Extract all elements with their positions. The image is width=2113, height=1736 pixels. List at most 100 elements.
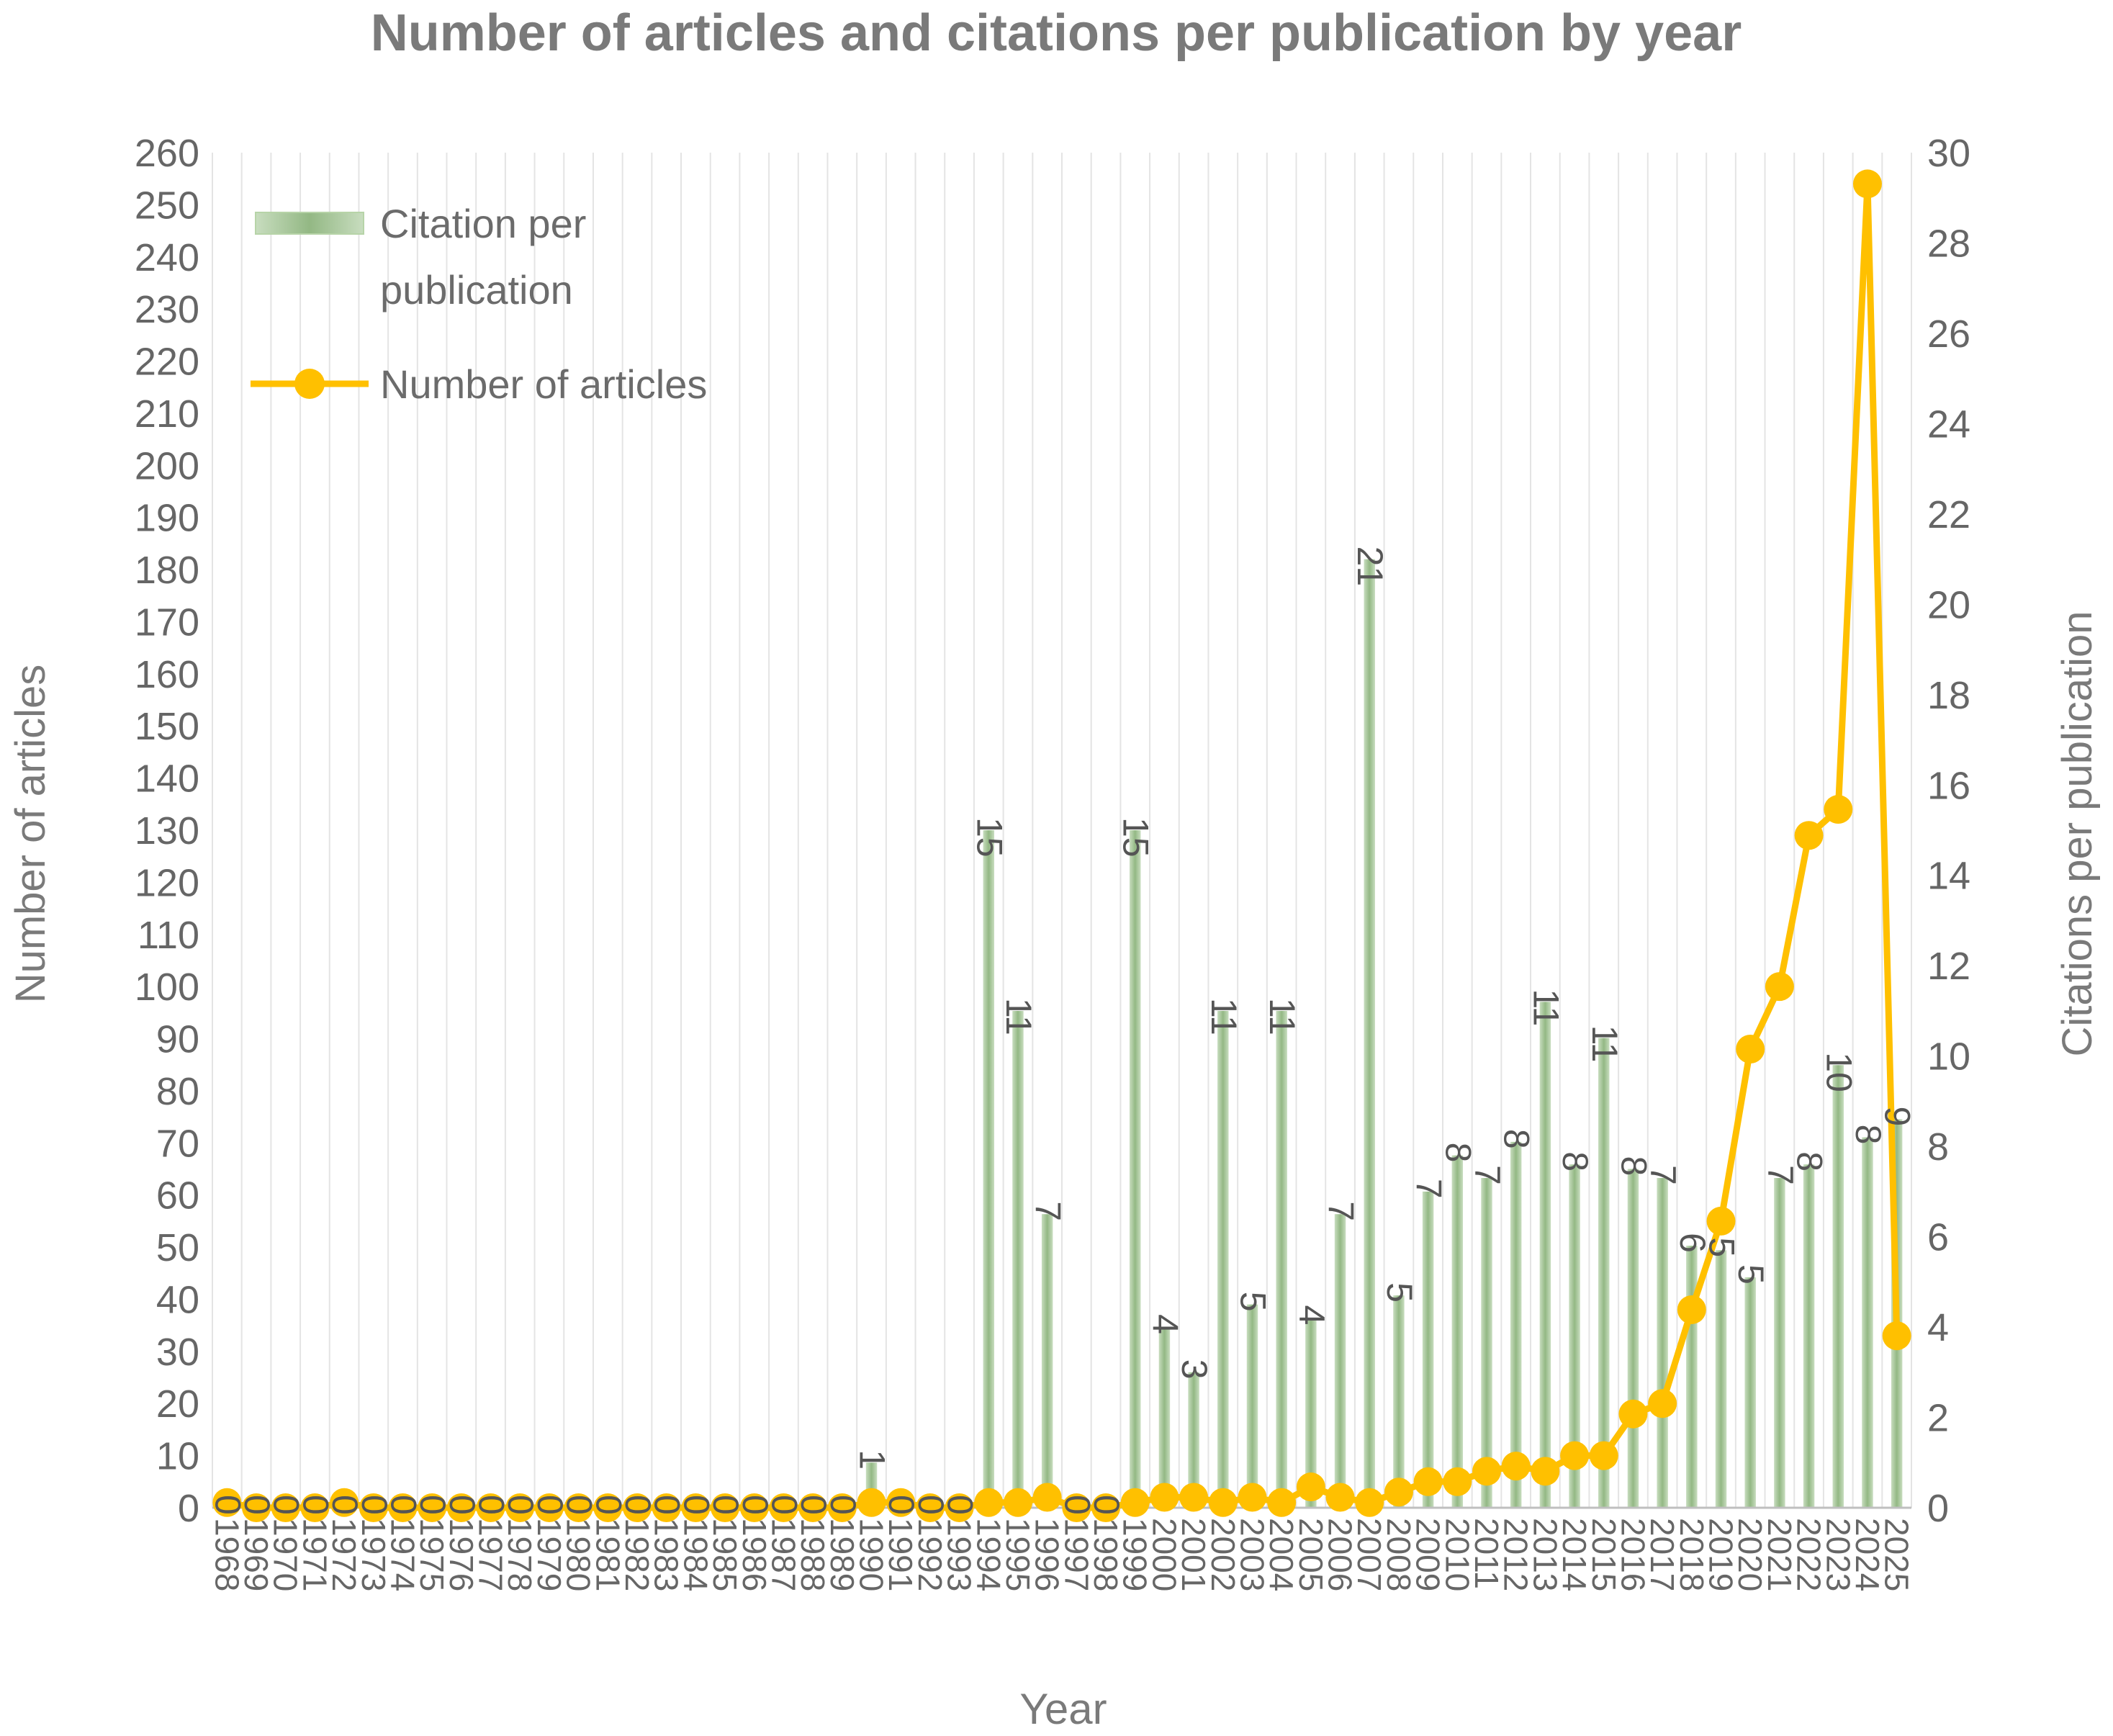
bar-data-label: 0 (237, 1495, 277, 1515)
bar-data-label: 7 (1760, 1165, 1801, 1185)
bar-data-label: 15 (969, 817, 1009, 858)
bar-data-label: 7 (1321, 1201, 1361, 1221)
x-tick-label: 2020 (1731, 1518, 1769, 1591)
bar-data-label: 11 (1204, 998, 1244, 1035)
line-point (915, 1493, 945, 1522)
x-tick-label: 1983 (648, 1518, 685, 1591)
x-tick-label: 2007 (1351, 1518, 1388, 1591)
line-point (1824, 795, 1853, 824)
x-tick-label: 2012 (1497, 1518, 1535, 1591)
x-tick-label: 2000 (1145, 1518, 1183, 1591)
bar (1188, 1372, 1199, 1508)
x-tick-label: 1980 (560, 1518, 598, 1591)
x-tick-label: 1993 (941, 1518, 978, 1591)
bar-data-label: 0 (295, 1495, 335, 1515)
line-point (1355, 1488, 1384, 1517)
x-tick-label: 1981 (589, 1518, 626, 1591)
x-tick-label: 2004 (1263, 1518, 1300, 1591)
x-tick-label: 2025 (1878, 1518, 1916, 1591)
line-point (1531, 1457, 1560, 1486)
bar-data-label: 0 (793, 1495, 834, 1515)
left-tick-label: 250 (135, 184, 199, 227)
bar (1686, 1246, 1698, 1508)
line-point (1794, 821, 1824, 850)
bar (1481, 1178, 1492, 1508)
left-axis-ticks: 0 10 20 30 40 50 60 70 80 90 100 110 120 130 140 150 160… (135, 132, 199, 1530)
line-point (739, 1493, 769, 1522)
x-tick-label: 2017 (1644, 1518, 1681, 1591)
line-point (1648, 1389, 1677, 1418)
x-tick-label: 2018 (1673, 1518, 1711, 1591)
line-point (534, 1493, 564, 1522)
line-point (1032, 1483, 1062, 1512)
bar-data-label: 0 (823, 1495, 863, 1515)
x-tick-label: 1988 (794, 1518, 832, 1591)
x-axis-ticks: 1968196919701971197219731974197519761977… (208, 1518, 1915, 1591)
bar-data-label: 8 (1497, 1129, 1537, 1149)
line-series (212, 169, 1911, 1522)
right-tick-label: 28 (1927, 222, 1970, 265)
x-tick-label: 2021 (1761, 1518, 1798, 1591)
bar (1598, 1038, 1610, 1508)
line-point (886, 1488, 916, 1517)
bar (1246, 1304, 1258, 1508)
bar (1510, 1141, 1522, 1508)
right-tick-label: 4 (1927, 1306, 1949, 1349)
left-tick-label: 190 (135, 497, 199, 540)
bar-data-label: 0 (325, 1495, 365, 1515)
line-point (1208, 1488, 1238, 1517)
bar-data-label: 3 (1174, 1359, 1215, 1380)
bar-data-label: 4 (1145, 1314, 1185, 1334)
line-point (1765, 972, 1794, 1002)
line-point (769, 1493, 798, 1522)
left-tick-label: 230 (135, 288, 199, 331)
bar-data-label: 7 (1028, 1201, 1068, 1221)
line-point (974, 1488, 1004, 1517)
bar (1129, 830, 1141, 1508)
line-point (1120, 1488, 1150, 1517)
x-tick-label: 1968 (208, 1518, 245, 1591)
x-tick-label: 1975 (413, 1518, 451, 1591)
line-point (593, 1493, 623, 1522)
line-point (418, 1493, 447, 1522)
right-tick-label: 30 (1927, 132, 1970, 175)
left-tick-label: 20 (156, 1382, 199, 1426)
bar (1657, 1178, 1668, 1508)
left-axis-title: Number of articles (7, 665, 54, 1004)
bar (1451, 1155, 1464, 1508)
left-tick-label: 210 (135, 392, 199, 436)
x-tick-label: 2010 (1438, 1518, 1476, 1591)
left-tick-label: 50 (156, 1226, 199, 1269)
x-tick-label: 2016 (1614, 1518, 1652, 1591)
bar-data-label: 0 (735, 1495, 775, 1515)
x-tick-label: 2005 (1292, 1518, 1330, 1591)
x-tick-label: 1999 (1117, 1518, 1154, 1591)
bar-data-label: 8 (1555, 1151, 1595, 1171)
bar-data-label: 5 (1379, 1282, 1420, 1303)
bar-data-label: 0 (618, 1495, 658, 1515)
bar-data-label: 5 (1702, 1237, 1742, 1257)
bar (1832, 1065, 1844, 1508)
line-point (212, 1488, 242, 1517)
x-tick-label: 1986 (736, 1518, 773, 1591)
x-tick-label: 2023 (1819, 1518, 1857, 1591)
bar-data-label: 10 (1819, 1052, 1859, 1092)
line-point (476, 1493, 505, 1522)
x-tick-label: 2019 (1703, 1518, 1740, 1591)
legend: Citation per publication Number of artic… (251, 201, 707, 407)
x-tick-label: 1969 (238, 1518, 275, 1591)
right-tick-label: 16 (1927, 764, 1970, 807)
line-point (1062, 1493, 1091, 1522)
left-tick-label: 260 (135, 132, 199, 175)
bar-data-label: 0 (354, 1495, 395, 1515)
x-tick-label: 1995 (999, 1518, 1037, 1591)
line-point (798, 1493, 828, 1522)
x-tick-label: 1987 (765, 1518, 802, 1591)
left-tick-label: 100 (135, 966, 199, 1009)
left-tick-label: 60 (156, 1174, 199, 1218)
x-tick-label: 2015 (1585, 1518, 1623, 1591)
left-tick-label: 220 (135, 341, 199, 384)
x-tick-label: 1970 (267, 1518, 305, 1591)
